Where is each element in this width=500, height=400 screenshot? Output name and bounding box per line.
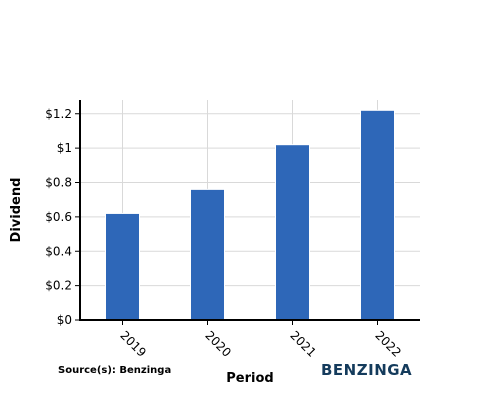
x-tick-label: 2021 [287, 328, 318, 359]
bar-2019 [105, 212, 140, 321]
y-tick-label: $0.6 [45, 210, 72, 224]
bar-2021 [275, 144, 310, 321]
y-tick-label: $1.2 [45, 107, 72, 121]
x-tick-label: 2020 [202, 328, 233, 359]
x-tick-label: 2022 [372, 328, 403, 359]
y-axis-title: Dividend [9, 178, 24, 243]
y-tick-labels: $0 $0.2 $0.4 $0.6 $0.8 $1 $1.2 [45, 107, 72, 327]
source-note: Source(s): Benzinga [58, 365, 171, 376]
x-tick-label: 2019 [117, 328, 148, 359]
x-tick-labels: 2019 2020 2021 2022 [117, 328, 403, 359]
y-tick-label: $0.2 [45, 279, 72, 293]
benzinga-logo: BENZINGA [321, 361, 412, 379]
y-tick-label: $0.8 [45, 176, 72, 190]
axes [75, 100, 420, 325]
bar-2020 [190, 188, 225, 321]
x-axis-title: Period [226, 371, 273, 386]
y-tick-label: $1 [57, 141, 72, 155]
y-tick-label: $0.4 [45, 244, 72, 258]
bars [105, 109, 395, 321]
y-tick-label: $0 [57, 313, 72, 327]
bar-2022 [360, 109, 395, 321]
